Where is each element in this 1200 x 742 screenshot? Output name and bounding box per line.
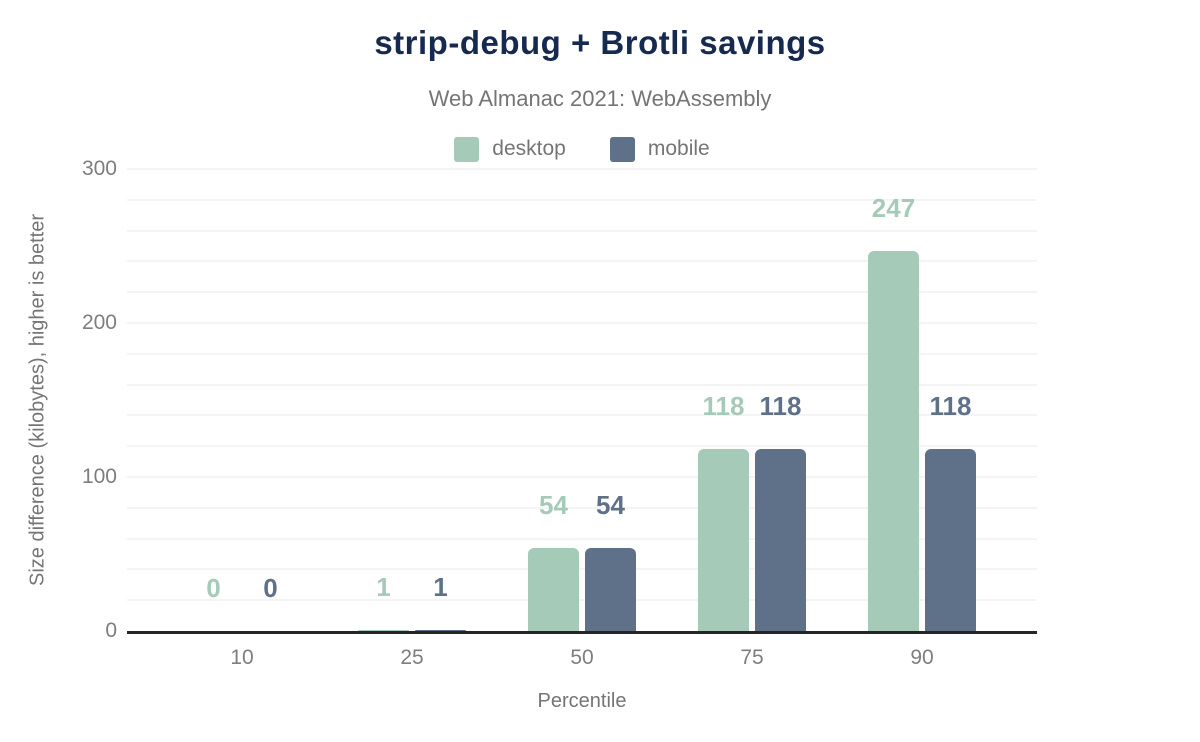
bar-mobile (755, 449, 806, 631)
chart-subtitle: Web Almanac 2021: WebAssembly (428, 86, 772, 111)
gridline (127, 414, 1037, 417)
gridline (127, 352, 1037, 355)
data-label-desktop: 0 (206, 573, 221, 603)
data-label-desktop: 1 (376, 571, 391, 602)
gridline (127, 260, 1037, 263)
x-axis-title: Percentile (537, 690, 627, 712)
y-tick-label: 0 (105, 619, 117, 642)
legend: desktop mobile (127, 134, 1037, 164)
bar-desktop (698, 449, 749, 631)
bar-desktop (868, 250, 919, 631)
gridline (127, 322, 1037, 324)
gridline (127, 198, 1037, 201)
x-tick-label: 75 (740, 646, 764, 669)
y-axis-ticks: 0 100 200 300 (0, 157, 117, 642)
bar-group: 118 118 75 (667, 169, 837, 669)
gridline (127, 537, 1037, 540)
data-label-mobile: 1 (433, 571, 448, 602)
data-label-desktop: 54 (539, 489, 568, 520)
data-label-desktop: 247 (871, 192, 916, 223)
legend-label-desktop: desktop (492, 137, 566, 160)
bar-group: 0 0 10 (157, 169, 327, 669)
gridline (127, 291, 1037, 294)
gridline (127, 476, 1037, 478)
chart-title: strip-debug + Brotli savings (374, 24, 826, 61)
plot-area: 0 0 10 1 1 25 54 54 50 118 118 75 247 118 90 (127, 168, 1037, 669)
bar-group: 1 1 25 (327, 169, 497, 669)
data-label-mobile: 54 (596, 489, 625, 520)
x-tick-label: 90 (910, 646, 934, 669)
gridline (127, 506, 1037, 509)
gridline (127, 445, 1037, 448)
bar-mobile (585, 547, 636, 631)
x-tick-label: 10 (230, 646, 254, 669)
bar-desktop (528, 547, 579, 631)
y-tick-label: 300 (81, 157, 117, 180)
legend-item-desktop: desktop (454, 136, 566, 162)
bar-mobile (415, 629, 466, 631)
gridline (127, 383, 1037, 386)
bar-group: 247 118 90 (837, 169, 1007, 669)
gridline (127, 168, 1037, 170)
gridline (127, 229, 1037, 232)
bar-mobile (925, 449, 976, 631)
gridline (127, 599, 1037, 602)
data-label-mobile: 118 (759, 391, 802, 422)
data-label-mobile: 0 (263, 573, 278, 603)
bar-desktop (358, 629, 409, 631)
x-tick-label: 25 (400, 646, 424, 669)
legend-swatch-desktop (454, 136, 480, 162)
y-tick-label: 100 (81, 465, 117, 488)
data-label-mobile: 118 (929, 391, 972, 422)
x-tick-label: 50 (570, 646, 594, 669)
legend-label-mobile: mobile (647, 137, 710, 160)
data-label-desktop: 118 (702, 391, 745, 422)
legend-item-mobile: mobile (609, 136, 710, 162)
legend-swatch-mobile (609, 136, 635, 162)
bar-group: 54 54 50 (497, 169, 667, 669)
gridline (127, 568, 1037, 571)
y-tick-label: 200 (81, 311, 117, 334)
